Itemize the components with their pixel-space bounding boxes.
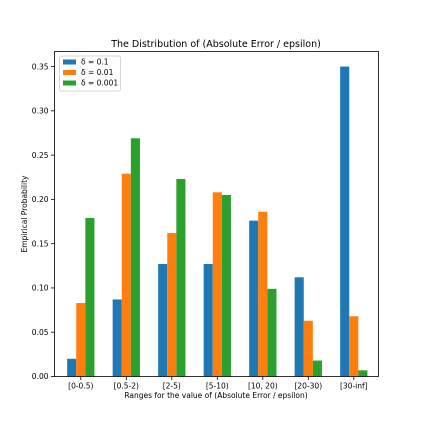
y-tick-label: 0.00: [32, 372, 49, 381]
y-tick-label: 0.20: [32, 195, 49, 204]
bar-series-2-1: [130, 138, 140, 377]
x-tick-label: [0-0.5): [68, 382, 93, 391]
x-tick-label: [0.5-2): [114, 382, 139, 391]
bar-series-2-6: [358, 370, 368, 377]
legend: δ = 0.1δ = 0.01 δ = 0.001: [59, 55, 121, 92]
x-tick-label: [5-10): [206, 382, 229, 391]
bar-series-1-5: [303, 320, 313, 377]
y-tick-label: 0.15: [32, 239, 49, 248]
legend-label: δ = 0.1: [81, 58, 109, 67]
x-axis: [0-0.5) [0.5-2) [2-5) [5-10) [10, 20) [20-30)…: [68, 376, 368, 391]
bar-series-0-6: [340, 66, 350, 377]
y-tick-label: 0.35: [32, 62, 49, 71]
legend-label: δ = 0.001: [81, 79, 118, 88]
x-axis-label: Ranges for the value of (Absolute Error …: [124, 391, 307, 400]
y-axis-label: Empirical Probability: [20, 175, 29, 252]
y-tick-label: 0.30: [32, 107, 49, 116]
bar-series-2-2: [176, 179, 186, 377]
y-tick-label: 0.05: [32, 328, 49, 337]
legend-swatch: [63, 80, 76, 86]
legend-swatch: [63, 59, 76, 65]
bars-group: [67, 66, 368, 377]
y-axis: 0.00 0.05 0.10 0.15 0.20 0.25 0.30 0.35: [32, 62, 55, 381]
bar-series-0-3: [203, 264, 213, 377]
bar-series-2-0: [85, 217, 95, 377]
bar-series-1-2: [167, 233, 177, 377]
y-tick-label: 0.10: [32, 284, 49, 293]
x-tick-label: [30-inf]: [340, 382, 368, 391]
bar-series-1-3: [212, 192, 222, 377]
bar-series-1-6: [349, 316, 359, 377]
bar-series-1-4: [258, 211, 268, 377]
chart-title: The Distribution of (Absolute Error / ep…: [110, 39, 321, 50]
bar-series-2-5: [312, 360, 322, 377]
bar-series-2-3: [221, 194, 231, 377]
legend-swatch: [63, 70, 76, 75]
legend-label: δ = 0.01: [81, 68, 114, 77]
bar-series-0-5: [294, 277, 304, 377]
x-tick-label: [20-30): [294, 382, 322, 391]
bar-series-0-2: [158, 264, 168, 377]
bar-series-1-1: [121, 173, 131, 377]
bar-series-0-1: [112, 299, 122, 377]
bar-series-0-4: [249, 220, 259, 377]
x-tick-label: [10, 20): [248, 382, 278, 391]
bar-series-0-0: [67, 358, 77, 377]
bar-series-2-4: [267, 288, 277, 377]
plot-area-frame: [54, 51, 379, 377]
y-tick-label: 0.25: [32, 151, 49, 160]
bar-series-1-0: [76, 302, 86, 377]
x-tick-label: [2-5): [163, 382, 181, 391]
